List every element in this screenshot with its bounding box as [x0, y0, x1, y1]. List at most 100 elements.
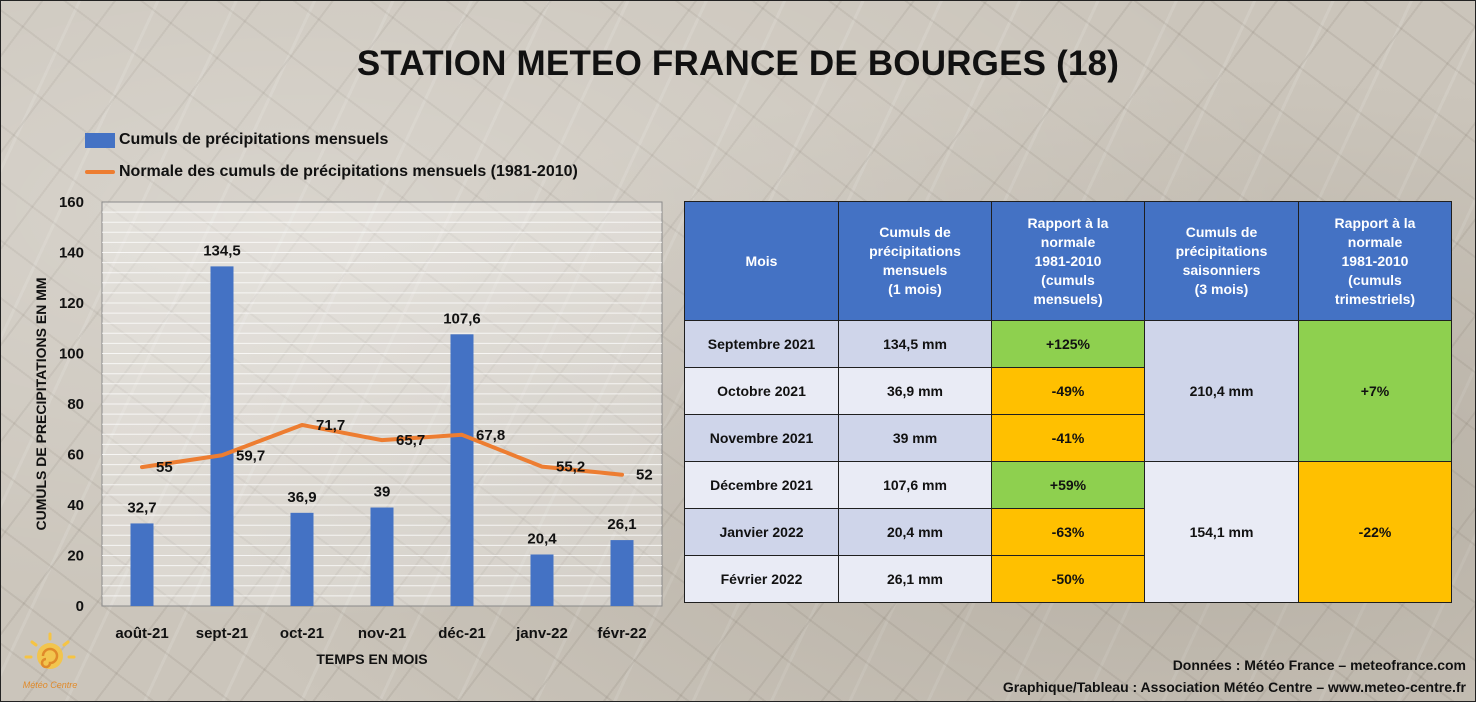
cell-cumul: 107,6 mm [838, 461, 992, 509]
header-line: précipitations [1175, 243, 1268, 259]
bar [610, 540, 634, 606]
line-point [620, 473, 624, 477]
y-tick-label: 0 [76, 598, 84, 615]
line-point [300, 423, 304, 427]
table-header-row: Mois Cumuls de précipitations mensuels (… [684, 201, 1452, 321]
table-row: Février 2022 26,1 mm -50% [684, 555, 1452, 603]
cell-mois: Février 2022 [684, 555, 839, 603]
cell-mois: Novembre 2021 [684, 414, 839, 462]
header-line: 1981-2010 [1034, 252, 1102, 269]
x-tick-label: févr-22 [597, 625, 646, 642]
cell-cumul: 39 mm [838, 414, 992, 462]
x-tick-label: janv-22 [515, 625, 568, 642]
x-tick-label: août-21 [115, 625, 168, 642]
line-point [540, 465, 544, 469]
line-point [380, 438, 384, 442]
legend-swatch-line [85, 170, 115, 174]
bar-data-label: 39 [374, 484, 391, 501]
cell-saison-cumul: 154,1 mm [1144, 461, 1299, 603]
x-axis-label: TEMPS EN MOIS [316, 651, 427, 667]
header-line: 1981-2010 [1341, 252, 1409, 269]
header-line: Rapport à la [1027, 214, 1109, 231]
header-line: saisonniers [1182, 262, 1261, 278]
header-cumul-saisonnier: Cumuls de précipitations saisonniers (3 … [1144, 201, 1299, 321]
table-row: Novembre 2021 39 mm -41% [684, 414, 1452, 462]
bar [210, 266, 234, 606]
x-tick-label: nov-21 [358, 625, 406, 642]
cell-rapport: -41% [991, 414, 1145, 462]
cell-saison-cumul: 210,4 mm [1144, 320, 1299, 462]
cell-mois: Décembre 2021 [684, 461, 839, 509]
bar [290, 512, 314, 606]
y-tick-label: 140 [59, 245, 84, 262]
x-tick-label: déc-21 [438, 625, 486, 642]
header-rapport-trimestriel: Rapport à la normale 1981-2010 (cumuls t… [1298, 201, 1452, 321]
cell-cumul: 36,9 mm [838, 367, 992, 415]
logo-text: Météo Centre [23, 680, 78, 690]
bar [530, 554, 554, 606]
cell-mois: Janvier 2022 [684, 508, 839, 556]
y-tick-label: 100 [59, 346, 84, 363]
y-tick-label: 160 [59, 194, 84, 211]
line-data-label: 59,7 [236, 447, 265, 464]
cell-saison-rapport: -22% [1298, 461, 1452, 603]
cell-rapport: -49% [991, 367, 1145, 415]
legend-item-bars: Cumuls de précipitations mensuels [85, 124, 578, 156]
table-row: Septembre 2021 134,5 mm +125% 210,4 mm +… [684, 320, 1452, 462]
header-cumul-mensuel: Cumuls de précipitations mensuels (1 moi… [838, 201, 992, 321]
y-tick-label: 20 [67, 548, 84, 565]
line-data-label: 55,2 [556, 459, 585, 476]
line-data-label: 67,8 [476, 427, 505, 444]
line-point [140, 465, 144, 469]
precipitation-table: Mois Cumuls de précipitations mensuels (… [684, 201, 1452, 603]
bar [370, 507, 394, 606]
cell-rapport: +125% [991, 320, 1145, 368]
cell-mois: Septembre 2021 [684, 320, 839, 368]
header-rapport-mensuel: Rapport à la normale 1981-2010 (cumuls m… [991, 201, 1145, 321]
cell-rapport: -50% [991, 555, 1145, 603]
bar-data-label: 32,7 [127, 499, 156, 516]
precipitation-chart: 0 20 40 60 80 100 120 140 160 CUMULS DE PRECIPITA… [33, 194, 663, 667]
legend-item-line: Normale des cumuls de précipitations men… [85, 156, 578, 188]
bar-data-label: 20,4 [527, 530, 557, 547]
header-line: Rapport à la [1334, 214, 1416, 231]
header-line: mensuels [882, 262, 948, 278]
x-tick-label: oct-21 [280, 625, 324, 642]
chart-legend: Cumuls de précipitations mensuels Normal… [85, 124, 578, 188]
meteo-centre-logo: Météo Centre [23, 632, 78, 690]
header-line: (cumuls [1348, 271, 1402, 288]
y-tick-label: 40 [67, 497, 84, 514]
header-line: (cumuls [1041, 271, 1095, 288]
bar [130, 523, 154, 606]
legend-swatch-bars [85, 132, 115, 148]
y-tick-label: 120 [59, 295, 84, 312]
header-line: précipitations [869, 243, 961, 259]
header-line: mensuels) [1033, 290, 1103, 307]
bar-data-label: 36,9 [287, 489, 316, 506]
line-data-label: 55 [156, 459, 173, 476]
header-line: Cumuls de [879, 224, 951, 240]
y-tick-label: 80 [67, 396, 84, 413]
bar [450, 334, 474, 606]
header-line: trimestriels) [1334, 290, 1416, 307]
line-point [220, 453, 224, 457]
line-data-label: 65,7 [396, 432, 425, 449]
x-tick-label: sept-21 [196, 625, 249, 642]
header-line: (1 mois) [888, 281, 942, 297]
page-title: STATION METEO FRANCE DE BOURGES (18) [356, 44, 1120, 83]
header-mois: Mois [684, 201, 839, 321]
legend-label-line: Normale des cumuls de précipitations men… [119, 163, 578, 180]
footer-credit: Graphique/Tableau : Association Météo Ce… [1002, 679, 1466, 695]
sun-icon [24, 632, 76, 669]
header-line: normale [1347, 233, 1403, 250]
bar-data-label: 107,6 [443, 310, 481, 327]
line-data-label: 52 [636, 467, 653, 484]
y-tick-label: 60 [67, 447, 84, 464]
header-line: normale [1040, 233, 1096, 250]
cell-rapport: +59% [991, 461, 1145, 509]
cell-saison-rapport: +7% [1298, 320, 1452, 462]
table-row: Décembre 2021 107,6 mm +59% 154,1 mm -22… [684, 461, 1452, 603]
bar-data-label: 134,5 [203, 242, 241, 259]
line-data-label: 71,7 [316, 417, 345, 434]
table-row: Janvier 2022 20,4 mm -63% [684, 508, 1452, 556]
